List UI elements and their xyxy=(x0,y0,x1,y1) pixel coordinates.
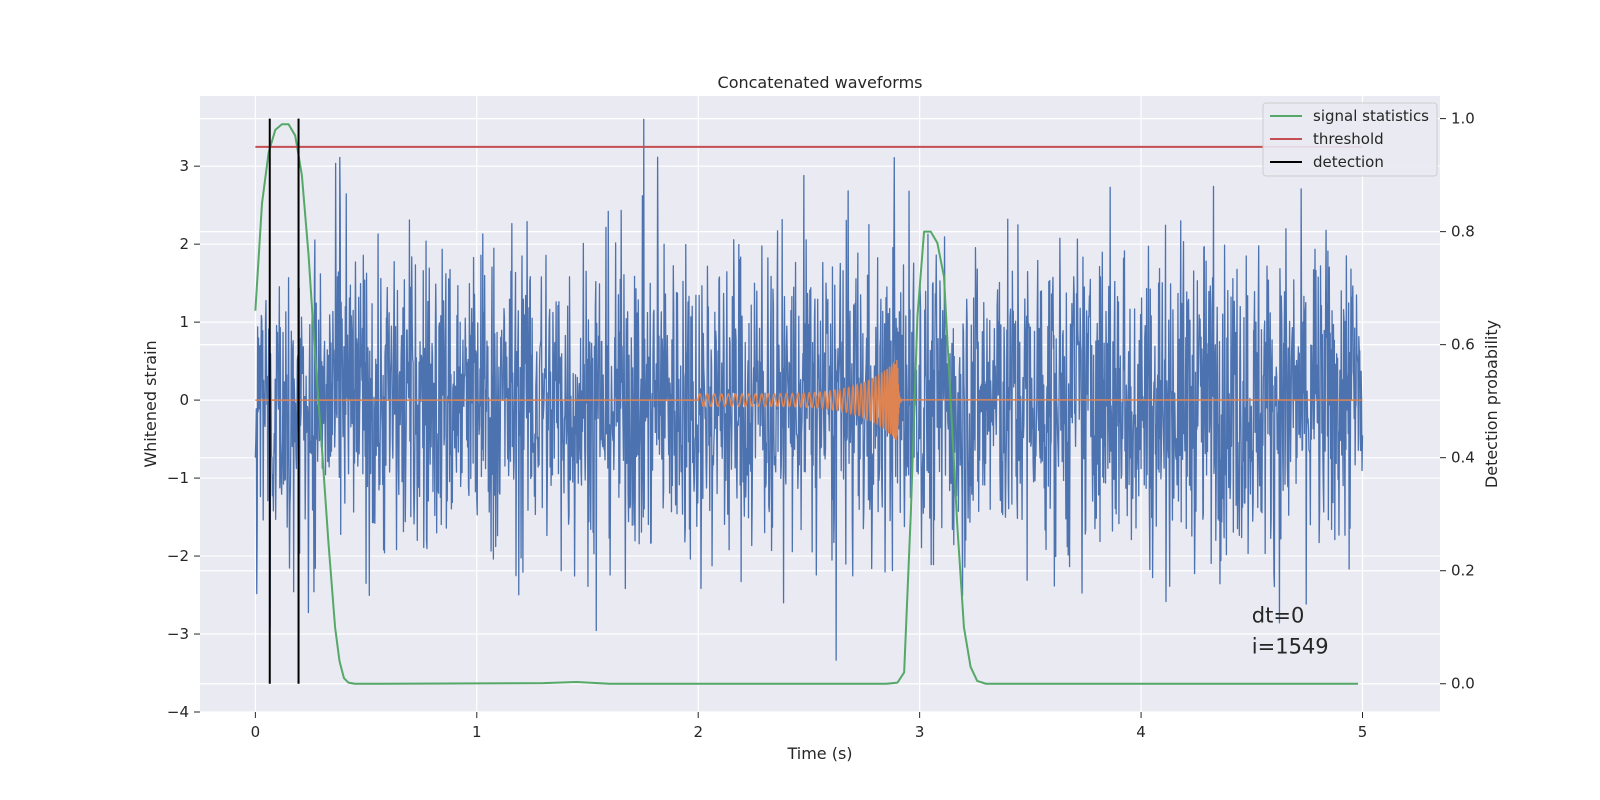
chirp-series xyxy=(255,359,1363,440)
right-y-tick-label: 1.0 xyxy=(1451,110,1475,128)
legend-label-detection: detection xyxy=(1313,153,1384,171)
x-axis-ticks: 0 1 2 3 4 5 xyxy=(251,712,1368,741)
y-tick-label: 1 xyxy=(179,313,189,331)
annotation-dt: dt=0 xyxy=(1252,603,1305,627)
y-tick-label: −1 xyxy=(167,469,189,487)
x-tick-label: 4 xyxy=(1136,723,1146,741)
right-y-axis-ticks: 0.0 0.2 0.4 0.6 0.8 1.0 xyxy=(1440,110,1475,693)
right-y-tick-label: 0.8 xyxy=(1451,223,1475,241)
right-y-tick-label: 0.0 xyxy=(1451,675,1475,693)
right-y-axis-label: Detection probability xyxy=(1482,320,1501,488)
legend-label-threshold: threshold xyxy=(1313,130,1384,148)
x-axis-label: Time (s) xyxy=(786,744,852,763)
noise-trace xyxy=(254,118,1364,661)
chirp-trace xyxy=(255,359,1363,440)
signal-statistics-line xyxy=(254,123,1359,685)
right-y-tick-label: 0.4 xyxy=(1451,449,1475,467)
x-tick-label: 0 xyxy=(251,723,261,741)
noise-series xyxy=(254,118,1364,661)
y-tick-label: −2 xyxy=(167,547,189,565)
signal-statistics-series xyxy=(254,123,1359,685)
legend-box xyxy=(1262,102,1438,177)
y-axis-ticks: −4 −3 −2 −1 0 1 2 3 xyxy=(167,157,200,721)
x-tick-label: 1 xyxy=(472,723,482,741)
y-axis-label: Whitened strain xyxy=(141,340,160,467)
y-tick-label: 0 xyxy=(179,391,189,409)
y-tick-label: 3 xyxy=(179,157,189,175)
legend-label-signal-statistics: signal statistics xyxy=(1313,107,1429,125)
annotation-iteration: i=1549 xyxy=(1252,635,1329,659)
y-tick-label: −4 xyxy=(167,703,189,721)
chart-title: Concatenated waveforms xyxy=(718,73,923,92)
y-tick-label: 2 xyxy=(179,235,189,253)
detection-lines xyxy=(268,118,300,684)
x-tick-label: 5 xyxy=(1358,723,1368,741)
right-y-tick-label: 0.6 xyxy=(1451,336,1475,354)
legend: signal statistics threshold detection xyxy=(1262,102,1438,177)
right-y-tick-label: 0.2 xyxy=(1451,562,1475,580)
x-tick-label: 3 xyxy=(915,723,925,741)
x-tick-label: 2 xyxy=(693,723,703,741)
y-tick-label: −3 xyxy=(167,625,189,643)
